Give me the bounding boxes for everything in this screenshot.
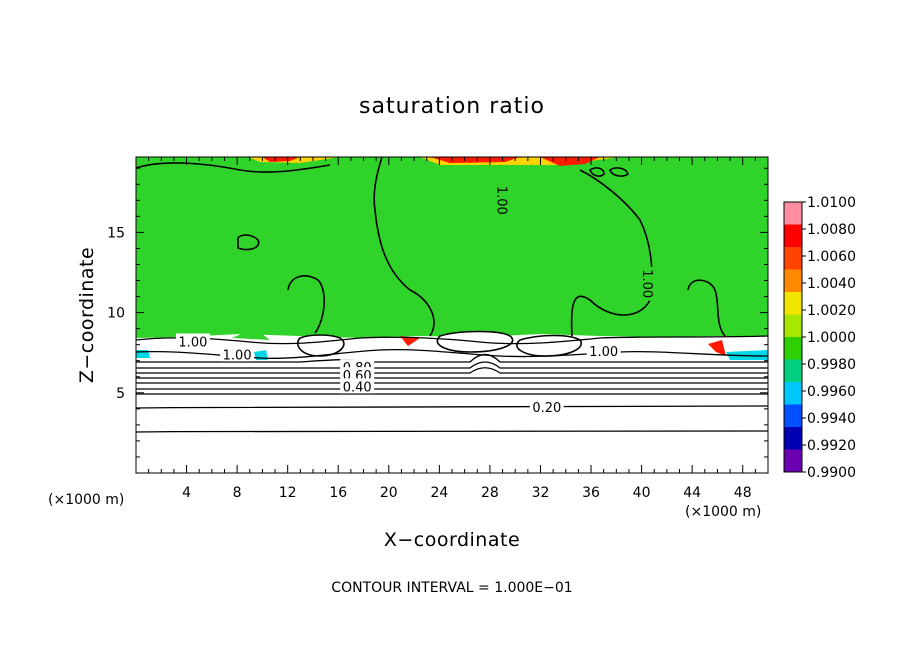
colorbar-swatch (784, 202, 802, 225)
colorbar-swatch (784, 269, 802, 292)
contour-label-text: 1.00 (494, 186, 509, 215)
contour-label-0: 1.00 (494, 183, 511, 218)
contour-cloud-2 (436, 330, 514, 353)
contour-upper-6 (687, 279, 726, 337)
chart-title: saturation ratio (359, 94, 545, 119)
colorbar-label: 0.9960 (807, 384, 856, 400)
contour-label-1: 1.00 (639, 266, 656, 301)
green-patch-1 (232, 330, 270, 340)
colorbar-swatch (784, 449, 802, 472)
x-tick-label: 44 (683, 485, 701, 501)
colorbar-label: 1.0060 (807, 249, 856, 265)
contour-cloud-3 (516, 334, 583, 357)
colorbar-swatch (784, 224, 802, 247)
contour-base-5 (136, 367, 768, 374)
colorbar-label: 0.9980 (807, 357, 856, 373)
colorbar-label: 1.0080 (807, 222, 856, 238)
contour-label-bg (529, 399, 564, 415)
contour-cloud-1 (296, 334, 345, 357)
colorbar-swatch (784, 359, 802, 382)
contour-base-1 (136, 335, 768, 345)
contour-upper-8 (609, 167, 629, 177)
contour-label-3: 1.00 (220, 346, 255, 363)
contour-upper-7 (589, 167, 605, 177)
colorbar-swatch (784, 247, 802, 270)
x-tick-label: 32 (532, 485, 550, 501)
x-tick-label: 24 (430, 485, 448, 501)
contour-base-4 (136, 361, 768, 369)
colorbar-swatch (784, 427, 802, 450)
contour-base-10 (136, 405, 768, 409)
x-tick-label: 4 (182, 485, 191, 501)
x-tick-label: 8 (233, 485, 242, 501)
colorbar: 1.0100 1.0080 1.0060 1.0040 1.0020 1.0000 0.99… (783, 195, 856, 481)
colorbar-label: 1.0100 (807, 195, 856, 211)
colorbar-swatch (784, 382, 802, 405)
contour-label-text: 0.20 (532, 401, 561, 416)
x-tick-label: 28 (481, 485, 499, 501)
supersat-top-1 (262, 157, 300, 162)
contour-label-bg (586, 343, 621, 359)
contour-label-2: 1.00 (175, 333, 210, 350)
contour-label-text: 1.00 (589, 345, 618, 360)
y-axis-label: Z−coordinate (76, 247, 98, 383)
x-tick-label: 48 (734, 485, 752, 501)
x-tick-label: 16 (329, 485, 347, 501)
x-axis-label: X−coordinate (384, 529, 520, 551)
contour-label-text: 1.00 (223, 348, 252, 363)
contour-label-4: 1.00 (586, 343, 621, 360)
x-tick-label: 20 (380, 485, 398, 501)
colorbar-swatch (784, 292, 802, 315)
contour-label-bg (495, 183, 511, 218)
x-unit-label-left: (×1000 m) (48, 492, 124, 508)
colorbar-label: 1.0020 (807, 303, 856, 319)
contour-label-text: 1.00 (178, 335, 207, 350)
colorbar-label: 1.0000 (807, 330, 856, 346)
supersat-top-3 (540, 157, 600, 166)
contour-label-7: 0.40 (340, 378, 375, 395)
supersat-edge-1 (400, 336, 420, 346)
x-axis-ticks: 4 8 12 16 20 24 28 32 36 40 44 48 (148, 157, 756, 501)
x-tick-label: 40 (633, 485, 651, 501)
subsat-patch-3 (726, 350, 768, 360)
contour-label-bg (640, 266, 656, 301)
contour-label-bg (220, 346, 255, 362)
contour-base-11 (136, 430, 768, 433)
colorbar-label: 0.9900 (807, 465, 856, 481)
x-tick-label: 36 (582, 485, 600, 501)
colorbar-label: 0.9940 (807, 411, 856, 427)
contour-label-text: 1.00 (639, 269, 654, 298)
supersat-edge-2 (708, 340, 726, 356)
contour-interval-footer: CONTOUR INTERVAL = 1.000E−01 (331, 580, 572, 596)
colorbar-label: 1.0040 (807, 276, 856, 292)
y-tick-label: 15 (107, 225, 125, 241)
x-tick-label: 12 (279, 485, 297, 501)
contour-upper-1 (373, 157, 435, 337)
dry-region (136, 334, 768, 473)
contour-labels: 1.001.001.001.001.000.800.600.400.20 (175, 183, 656, 416)
y-axis-ticks: 5 10 15 (107, 167, 768, 458)
contour-label-8: 0.20 (529, 399, 564, 416)
contour-upper-5 (287, 275, 325, 334)
contour-upper-4 (237, 234, 260, 251)
contour-label-bg (175, 333, 210, 349)
y-tick-label: 5 (116, 386, 125, 402)
contour-label-bg (340, 378, 375, 394)
x-unit-label-right: (×1000 m) (685, 504, 761, 520)
colorbar-label: 0.9920 (807, 438, 856, 454)
contour-label-text: 0.40 (343, 380, 372, 395)
colorbar-swatch (784, 337, 802, 360)
colorbar-swatch (784, 404, 802, 427)
colorbar-swatch (784, 314, 802, 337)
plot-area: 1.001.001.001.001.000.800.600.400.20 (136, 157, 768, 473)
y-tick-label: 10 (107, 306, 125, 322)
contour-upper-3 (136, 162, 331, 173)
